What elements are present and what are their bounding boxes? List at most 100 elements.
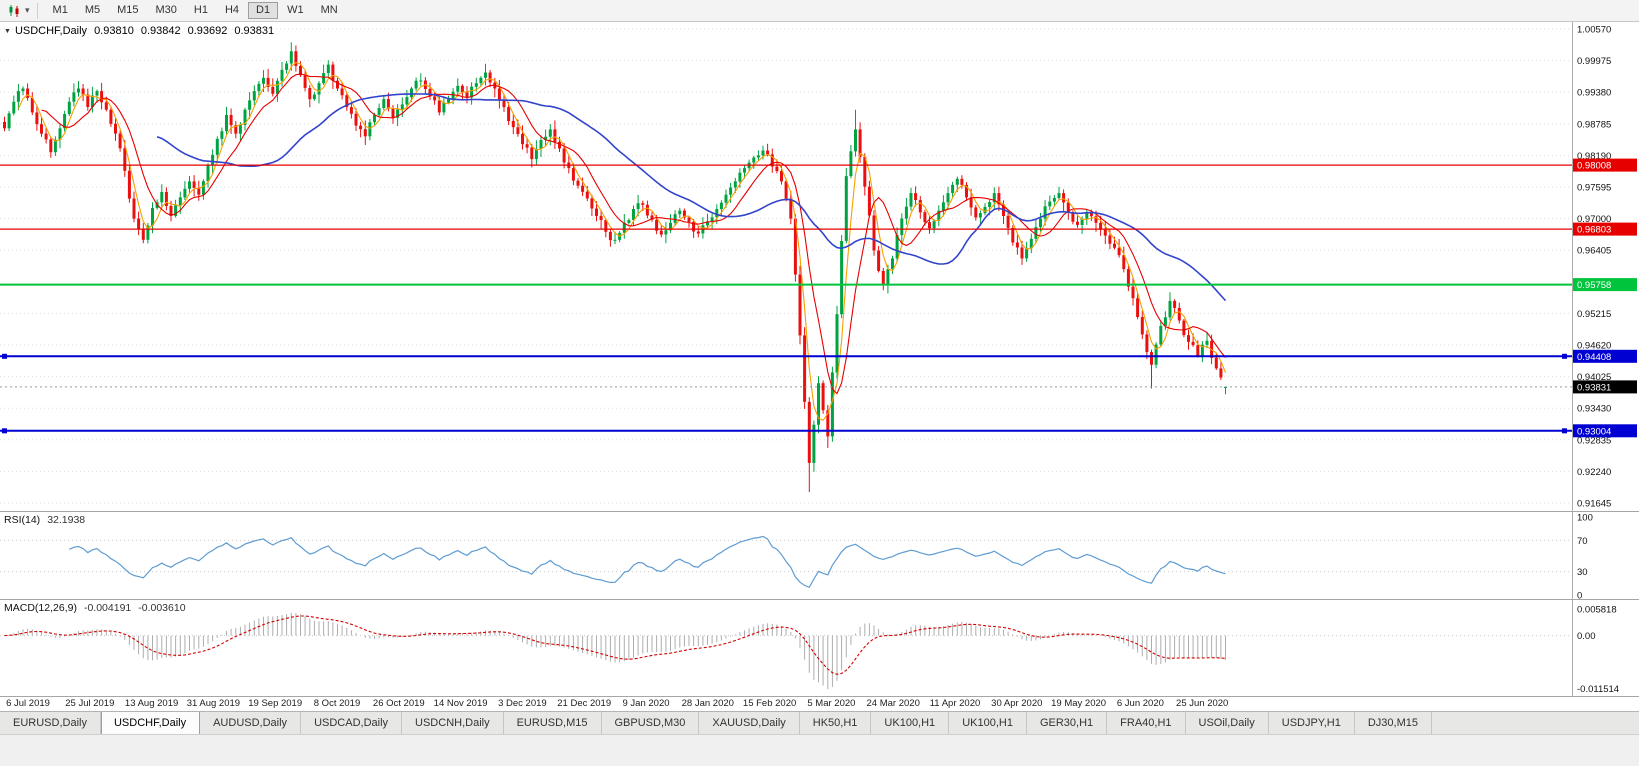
line-handle bbox=[2, 353, 7, 359]
svg-text:0.94408: 0.94408 bbox=[1577, 352, 1611, 363]
timeframe-button-m15[interactable]: M15 bbox=[117, 4, 139, 16]
rsi-tick-label: 0 bbox=[1577, 591, 1582, 600]
date-label: 15 Feb 2020 bbox=[742, 698, 797, 709]
svg-text:0.98008: 0.98008 bbox=[1577, 161, 1611, 172]
date-label: 28 Jan 2020 bbox=[681, 698, 734, 709]
rsi-tick-label: 70 bbox=[1577, 536, 1588, 547]
rsi-tick-label: 100 bbox=[1577, 513, 1593, 524]
rsi-panel[interactable]: 100 70 30 0 RSI(14) 32.1938 bbox=[0, 511, 1639, 599]
tab-xauusd-daily[interactable]: XAUUSD,Daily bbox=[699, 712, 800, 734]
date-label: 30 Apr 2020 bbox=[991, 698, 1043, 709]
tab-audusd-daily[interactable]: AUDUSD,Daily bbox=[200, 712, 302, 734]
tab-uk100-h1[interactable]: UK100,H1 bbox=[871, 712, 950, 734]
candles-layer bbox=[3, 42, 1227, 493]
price-tick-label: 0.99975 bbox=[1577, 56, 1611, 67]
chevron-down-icon[interactable]: ▾ bbox=[25, 5, 30, 15]
price-tick-label: 0.97595 bbox=[1577, 183, 1611, 194]
line-handle bbox=[1562, 428, 1567, 434]
tab-gbpusd-m30[interactable]: GBPUSD,M30 bbox=[602, 712, 700, 734]
price-badge-0.98008 bbox=[1573, 158, 1637, 172]
line-handle bbox=[1562, 353, 1567, 359]
timeframe-button-m1[interactable]: M1 bbox=[52, 4, 68, 16]
level-lines-layer: 0.98008 0.96803 0.95758 0.94408 0.93004 bbox=[0, 158, 1637, 438]
timeframe-button-w1[interactable]: W1 bbox=[287, 4, 304, 16]
timeframe-button-d1[interactable]: D1 bbox=[248, 2, 279, 19]
timeframe-button-m5[interactable]: M5 bbox=[84, 4, 101, 16]
macd-panel[interactable]: 0.005818 0.00 -0.011514 MACD(12,26,9) -0.0… bbox=[0, 599, 1639, 696]
price-tick-label: 0.99380 bbox=[1577, 88, 1611, 99]
date-axis: 6 Jul 2019 25 Jul 2019 13 Aug 2019 31 Aug 2… bbox=[0, 696, 1639, 711]
date-label: 6 Jun 2020 bbox=[1116, 698, 1164, 709]
date-label: 25 Jul 2019 bbox=[65, 698, 115, 709]
macd-tick-label: 0.00 bbox=[1577, 631, 1596, 642]
price-badge-0.95758 bbox=[1573, 278, 1637, 292]
candlestick-chart[interactable]: 1.00570 0.99975 0.99380 0.98785 0.98190 0.975… bbox=[0, 22, 1639, 511]
timeframe-button-h1[interactable]: H1 bbox=[193, 4, 208, 16]
chart-tabs: EURUSD,Daily USDCHF,Daily AUDUSD,Daily USDC… bbox=[0, 711, 1639, 734]
macd-tick-label: 0.005818 bbox=[1577, 604, 1617, 615]
line-handle bbox=[2, 428, 7, 434]
price-tick-label: 0.91645 bbox=[1577, 499, 1611, 510]
date-label: 25 Jun 2020 bbox=[1176, 698, 1229, 709]
tab-usdcad-daily[interactable]: USDCAD,Daily bbox=[301, 712, 403, 734]
tab-dj30-m15[interactable]: DJ30,M15 bbox=[1355, 712, 1432, 734]
price-badge-0.94408 bbox=[1573, 349, 1637, 363]
timeframe-group: M1 M5 M15 M30 H1 H4 D1 W1 MN bbox=[45, 2, 346, 19]
toolbar-separator bbox=[36, 2, 38, 19]
price-tick-label: 0.92835 bbox=[1577, 435, 1611, 446]
chart-type-icon[interactable] bbox=[5, 3, 24, 19]
price-tick-label: 0.92240 bbox=[1577, 467, 1611, 478]
price-tick-label: 0.97000 bbox=[1577, 214, 1611, 225]
rsi-chart[interactable]: 100 70 30 0 bbox=[0, 512, 1639, 599]
current-price-badge bbox=[1573, 380, 1637, 394]
date-label: 24 Mar 2020 bbox=[866, 698, 920, 709]
rsi-line-layer bbox=[69, 535, 1226, 589]
macd-chart[interactable]: 0.005818 0.00 -0.011514 bbox=[0, 600, 1639, 696]
price-tick-label: 0.94620 bbox=[1577, 341, 1611, 352]
main-chart-panel[interactable]: 1.00570 0.99975 0.99380 0.98785 0.98190 0.975… bbox=[0, 22, 1639, 511]
tab-eurusd-m15[interactable]: EURUSD,M15 bbox=[504, 712, 602, 734]
date-label: 19 Sep 2019 bbox=[248, 698, 303, 709]
tab-ger30-h1[interactable]: GER30,H1 bbox=[1027, 712, 1108, 734]
date-label: 5 Mar 2020 bbox=[807, 698, 856, 709]
macd-tick-label: -0.011514 bbox=[1577, 684, 1619, 695]
price-badge-0.93004 bbox=[1573, 424, 1637, 438]
svg-text:0.95758: 0.95758 bbox=[1577, 280, 1611, 291]
tab-fra40-h1[interactable]: FRA40,H1 bbox=[1107, 712, 1186, 734]
tab-eurusd-daily[interactable]: EURUSD,Daily bbox=[0, 712, 101, 734]
tab-usdchf-daily[interactable]: USDCHF,Daily bbox=[100, 712, 201, 734]
timeframe-button-h4[interactable]: H4 bbox=[224, 4, 240, 16]
date-label: 31 Aug 2019 bbox=[186, 698, 241, 709]
price-tick-label: 0.93430 bbox=[1577, 404, 1611, 415]
tab-usdcnh-daily[interactable]: USDCNH,Daily bbox=[402, 712, 504, 734]
price-tick-label: 0.98190 bbox=[1577, 151, 1611, 162]
timeframe-button-mn[interactable]: MN bbox=[320, 4, 338, 16]
timeframe-toolbar: ▾ M1 M5 M15 M30 H1 H4 D1 W1 MN bbox=[0, 0, 1639, 22]
price-tick-label: 0.95215 bbox=[1577, 309, 1611, 320]
tab-usdjpy-h1[interactable]: USDJPY,H1 bbox=[1269, 712, 1355, 734]
price-tick-label: 0.96405 bbox=[1577, 246, 1611, 257]
timeframe-button-m30[interactable]: M30 bbox=[155, 4, 177, 16]
date-label: 9 Jan 2020 bbox=[622, 698, 670, 709]
price-badge-0.96803 bbox=[1573, 222, 1637, 236]
date-label: 21 Dec 2019 bbox=[557, 698, 612, 709]
macd-histogram-layer bbox=[8, 612, 1226, 690]
price-tick-label: 1.00570 bbox=[1577, 25, 1611, 36]
date-label: 11 Apr 2020 bbox=[929, 698, 981, 709]
grid-layer bbox=[0, 28, 1572, 504]
rsi-tick-label: 30 bbox=[1577, 567, 1588, 578]
price-tick-label: 0.98785 bbox=[1577, 119, 1611, 130]
date-label: 3 Dec 2019 bbox=[498, 698, 547, 709]
tab-uk100-h1[interactable]: UK100,H1 bbox=[949, 712, 1027, 734]
svg-text:0.96803: 0.96803 bbox=[1577, 225, 1611, 236]
date-label: 26 Oct 2019 bbox=[372, 698, 425, 709]
macd-signal-layer bbox=[4, 615, 1226, 675]
svg-text:0.93831: 0.93831 bbox=[1577, 382, 1611, 393]
svg-text:0.93004: 0.93004 bbox=[1577, 426, 1611, 437]
price-tick-label: 0.94025 bbox=[1577, 372, 1611, 383]
tab-usoil-daily[interactable]: USOil,Daily bbox=[1186, 712, 1269, 734]
tab-hk50-h1[interactable]: HK50,H1 bbox=[800, 712, 872, 734]
moving-averages-layer bbox=[17, 61, 1227, 421]
date-label: 6 Jul 2019 bbox=[6, 698, 50, 709]
